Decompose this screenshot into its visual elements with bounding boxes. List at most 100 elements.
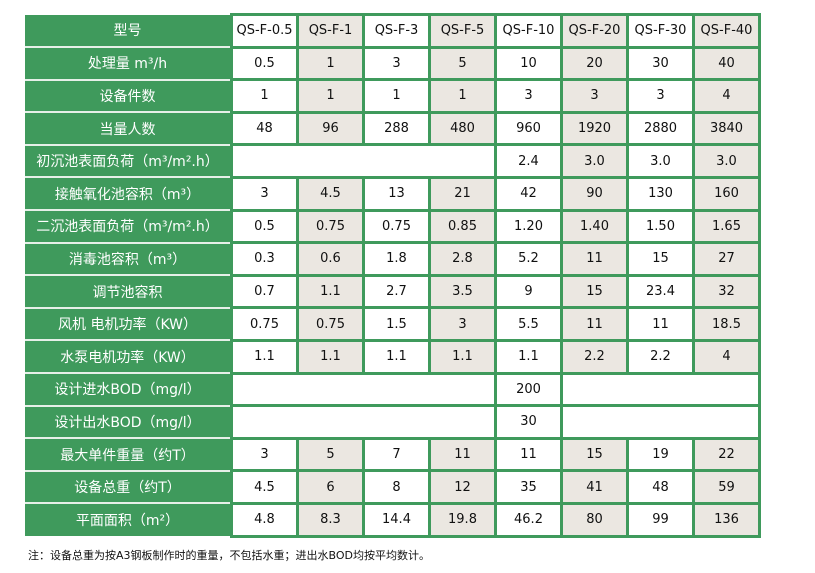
merged-cell (560, 404, 761, 440)
table-row: 设备件数 1 1 1 1 3 3 3 4 (25, 78, 761, 114)
table-cell: 30 (626, 45, 695, 82)
table-cell: 3 (230, 175, 299, 212)
row-label: 型号 (25, 14, 233, 49)
table-cell: 3.0 (560, 143, 629, 179)
table-cell: 1 (296, 45, 365, 82)
table-cell: 80 (560, 501, 629, 538)
table-cell: 1.1 (362, 338, 431, 375)
table-row: 最大单件重量（约T） 3 5 7 11 11 15 19 22 (25, 436, 761, 473)
table-row: 调节池容积 0.7 1.1 2.7 3.5 9 15 23.4 32 (25, 273, 761, 310)
footnote: 注：设备总重为按A3钢板制作时的重量，不包括水重；进出水BOD均按平均数计。 (28, 549, 431, 562)
table-cell: 14.4 (362, 501, 431, 538)
table-cell: 5 (428, 45, 497, 82)
table-cell: 15 (626, 241, 695, 277)
merged-cell (230, 143, 497, 179)
table-cell: 20 (560, 45, 629, 82)
model-header-cell: QS-F-40 (692, 13, 761, 49)
table-cell: 1 (428, 78, 497, 114)
model-header-cell: QS-F-5 (428, 13, 497, 49)
table-cell: 1.65 (692, 208, 761, 245)
row-label: 初沉池表面负荷（m³/m².h） (25, 143, 233, 179)
table-cell: 0.5 (230, 45, 299, 82)
table-row: 风机 电机功率（KW） 0.75 0.75 1.5 3 5.5 11 11 18.5 (25, 306, 761, 342)
table-cell: 15 (560, 436, 629, 473)
table-cell: 46.2 (494, 501, 563, 538)
table-cell: 1.1 (428, 338, 497, 375)
table-cell: 11 (626, 306, 695, 342)
merged-cell (560, 371, 761, 408)
table-cell: 1.50 (626, 208, 695, 245)
table-cell: 2880 (626, 110, 695, 147)
table-cell: 3.0 (626, 143, 695, 179)
table-cell: 0.5 (230, 208, 299, 245)
table-row: 设计出水BOD（mg/l） 30 (25, 404, 761, 440)
table-cell: 7 (362, 436, 431, 473)
table-cell: 0.75 (296, 306, 365, 342)
table-cell: 3 (428, 306, 497, 342)
row-label: 二沉池表面负荷（m³/m².h） (25, 209, 233, 244)
table-cell: 1 (296, 78, 365, 114)
row-label: 平面面积（m²） (25, 502, 233, 536)
table-cell: 288 (362, 110, 431, 147)
table-cell: 3 (626, 78, 695, 114)
table-cell: 18.5 (692, 306, 761, 342)
table-cell: 11 (560, 306, 629, 342)
table-cell: 5 (296, 436, 365, 473)
spec-table: 型号 QS-F-0.5 QS-F-1 QS-F-3 QS-F-5 QS-F-10 QS-F-… (25, 13, 761, 538)
model-header-cell: QS-F-1 (296, 13, 365, 49)
table-row: 水泵电机功率（KW） 1.1 1.1 1.1 1.1 1.1 2.2 2.2 4 (25, 338, 761, 375)
table-row: 初沉池表面负荷（m³/m².h） 2.4 3.0 3.0 3.0 (25, 143, 761, 179)
row-label: 处理量 m³/h (25, 46, 233, 81)
table-cell: 8 (362, 469, 431, 505)
table-cell: 6 (296, 469, 365, 505)
table-cell: 3 (494, 78, 563, 114)
table-cell: 40 (692, 45, 761, 82)
table-cell: 15 (560, 273, 629, 310)
row-label: 设备总重（约T） (25, 469, 233, 505)
table-cell: 8.3 (296, 501, 365, 538)
row-label: 设计出水BOD（mg/l） (25, 404, 233, 440)
table-row: 二沉池表面负荷（m³/m².h） 0.5 0.75 0.75 0.85 1.20 1.40 1… (25, 208, 761, 245)
model-header-cell: QS-F-3 (362, 13, 431, 49)
table-cell: 11 (428, 436, 497, 473)
table-cell: 32 (692, 273, 761, 310)
table-cell: 130 (626, 175, 695, 212)
table-cell: 0.75 (230, 306, 299, 342)
table-row: 接触氧化池容积（m³） 3 4.5 13 21 42 90 130 160 (25, 175, 761, 212)
model-header-cell: QS-F-0.5 (230, 13, 299, 49)
row-label: 当量人数 (25, 111, 233, 146)
table-cell: 3840 (692, 110, 761, 147)
merged-cell (230, 404, 497, 440)
table-cell: 10 (494, 45, 563, 82)
table-cell: 1920 (560, 110, 629, 147)
table-cell: 13 (362, 175, 431, 212)
table-cell: 1.20 (494, 208, 563, 245)
model-header-cell: QS-F-20 (560, 13, 629, 49)
table-cell: 1.1 (296, 273, 365, 310)
table-cell: 23.4 (626, 273, 695, 310)
table-cell: 5.5 (494, 306, 563, 342)
table-cell: 90 (560, 175, 629, 212)
table-cell: 3.0 (692, 143, 761, 179)
table-cell: 27 (692, 241, 761, 277)
table-cell: 1.1 (494, 338, 563, 375)
table-cell: 3.5 (428, 273, 497, 310)
table-cell: 480 (428, 110, 497, 147)
table-cell: 200 (494, 371, 563, 408)
table-cell: 30 (494, 404, 563, 440)
table-cell: 42 (494, 175, 563, 212)
table-cell: 1 (230, 78, 299, 114)
table-cell: 2.2 (626, 338, 695, 375)
table-cell: 0.85 (428, 208, 497, 245)
table-cell: 22 (692, 436, 761, 473)
table-cell: 2.2 (560, 338, 629, 375)
table-cell: 19 (626, 436, 695, 473)
table-cell: 59 (692, 469, 761, 505)
table-cell: 1.5 (362, 306, 431, 342)
table-cell: 4.5 (296, 175, 365, 212)
table-cell: 0.75 (362, 208, 431, 245)
table-row: 当量人数 48 96 288 480 960 1920 2880 3840 (25, 110, 761, 147)
table-cell: 2.4 (494, 143, 563, 179)
table-cell: 35 (494, 469, 563, 505)
table-cell: 1 (362, 78, 431, 114)
